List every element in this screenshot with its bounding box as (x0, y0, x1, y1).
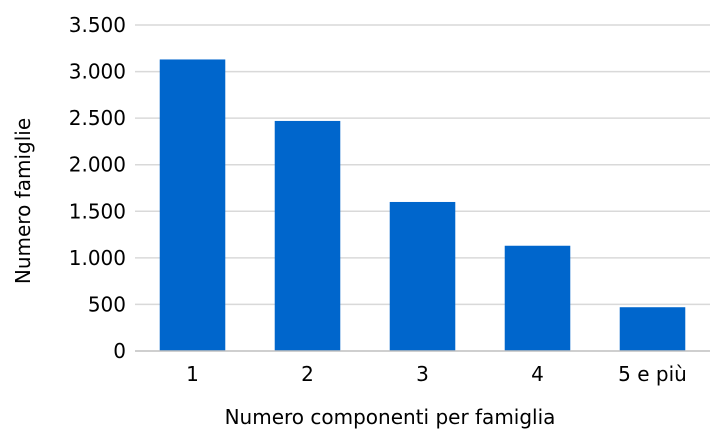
bar-3 (389, 201, 456, 351)
y-tick-label: 0 (113, 339, 126, 363)
y-tick-label: 1.000 (69, 246, 126, 270)
x-tick-label: 1 (186, 362, 199, 386)
bar-1 (159, 59, 226, 351)
y-tick-label: 2.500 (69, 106, 126, 130)
y-tick-label: 2.000 (69, 153, 126, 177)
y-axis-title: Numero famiglie (11, 118, 35, 284)
bar-4 (504, 245, 571, 351)
x-axis-title: Numero componenti per famiglia (225, 405, 556, 429)
y-tick-label: 3.000 (69, 60, 126, 84)
y-tick-label: 3.500 (69, 13, 126, 37)
y-tick-labels: 0 500 1.000 1.500 2.000 2.500 3.000 3.500 (69, 13, 126, 363)
bar-5 (619, 307, 686, 351)
x-tick-label: 3 (416, 362, 429, 386)
x-tick-labels: 1 2 3 4 5 e più (186, 362, 687, 386)
bar-2 (274, 120, 341, 352)
y-tick-label: 500 (88, 292, 126, 316)
x-tick-label: 5 e più (618, 362, 687, 386)
bars (159, 59, 686, 352)
x-tick-label: 4 (531, 362, 544, 386)
x-tick-label: 2 (301, 362, 314, 386)
y-tick-label: 1.500 (69, 199, 126, 223)
